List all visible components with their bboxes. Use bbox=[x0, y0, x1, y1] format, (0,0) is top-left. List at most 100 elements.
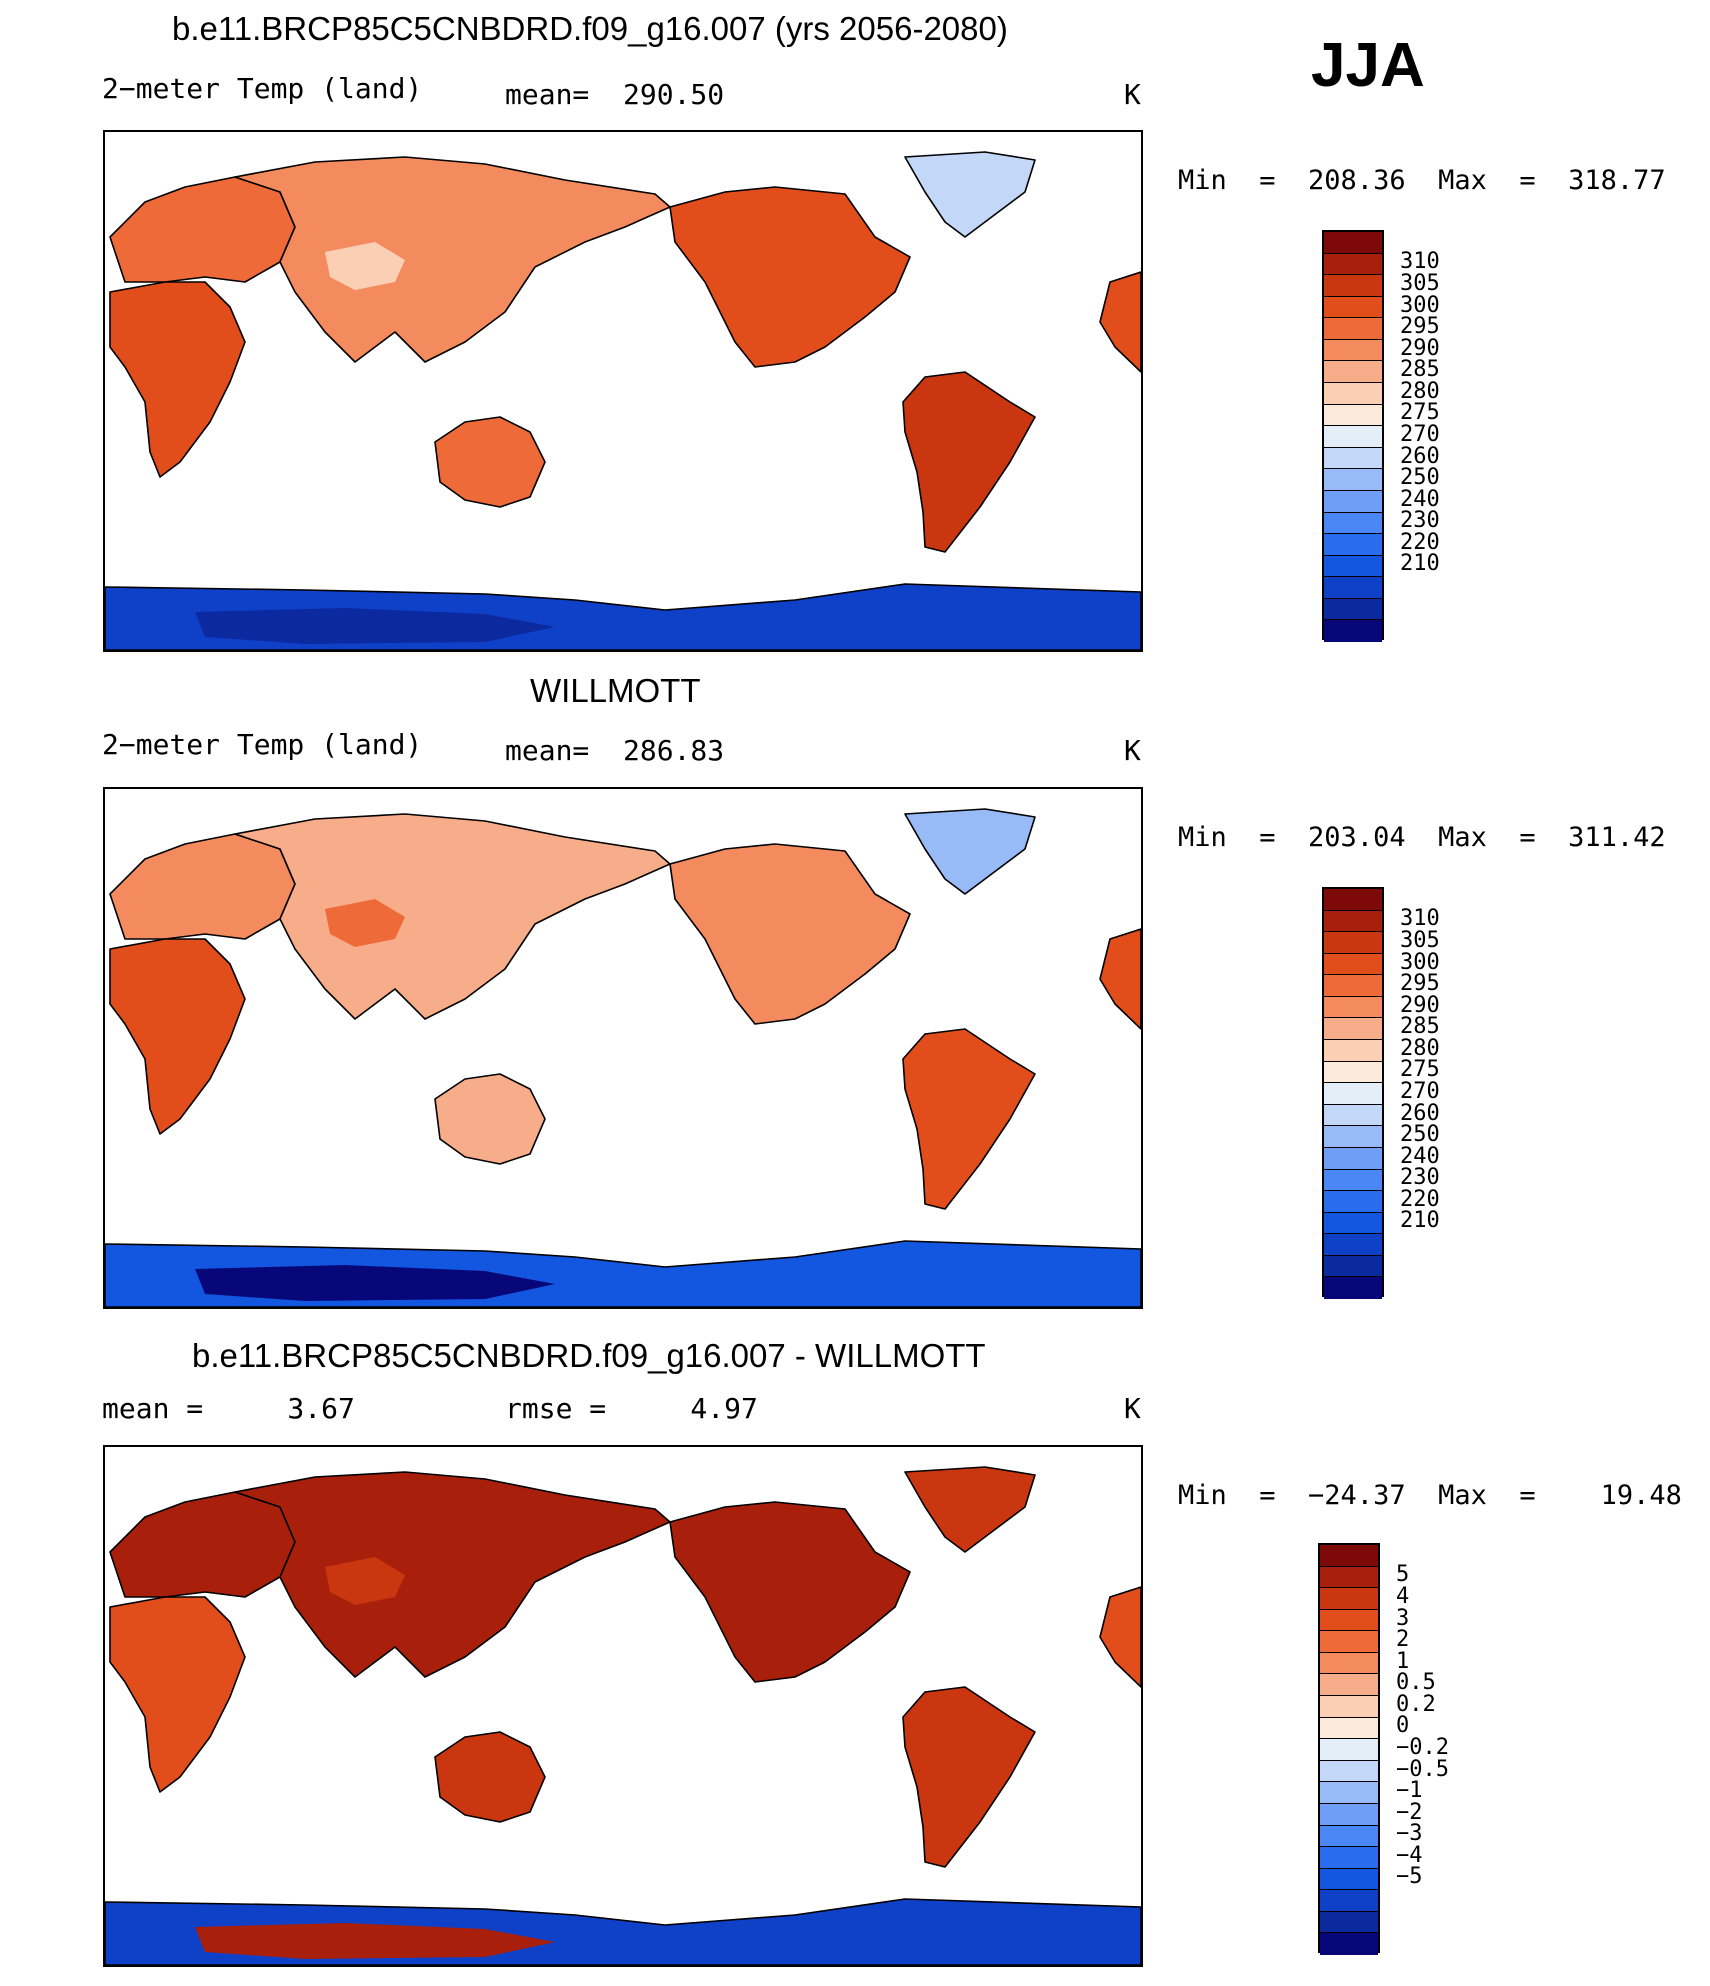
colorbar-tick-label: 240 bbox=[1400, 1143, 1440, 1169]
colorbar-tick-label: 210 bbox=[1400, 1208, 1440, 1234]
colorbar-swatch bbox=[1324, 361, 1382, 384]
panel-1-title: b.e11.BRCP85C5CNBDRD.f09_g16.007 (yrs 20… bbox=[172, 10, 1008, 47]
panel-1-mean-label: mean= 290.50 bbox=[505, 78, 725, 111]
colorbar-tick-label: 250 bbox=[1400, 1122, 1440, 1148]
colorbar-tick-label: 260 bbox=[1400, 1100, 1440, 1126]
panel-3-mean-label: mean = 3.67 bbox=[102, 1392, 355, 1425]
colorbar-tick-label: 220 bbox=[1400, 529, 1440, 555]
colorbar-swatch bbox=[1324, 534, 1382, 556]
colorbar-swatch bbox=[1320, 1825, 1378, 1848]
colorbar-swatch bbox=[1320, 1782, 1378, 1804]
colorbar-swatch bbox=[1324, 1083, 1382, 1105]
panel-2-colorbar bbox=[1322, 887, 1384, 1299]
panel-1-colorbar bbox=[1322, 230, 1384, 642]
panel-3-rmse-label: rmse = 4.97 bbox=[505, 1392, 758, 1425]
colorbar-swatch bbox=[1320, 1933, 1378, 1955]
colorbar-swatch bbox=[1324, 1018, 1382, 1041]
colorbar-swatch bbox=[1324, 932, 1382, 954]
colorbar-tick-label: 210 bbox=[1400, 551, 1440, 577]
colorbar-tick-label: 295 bbox=[1400, 971, 1440, 997]
region-greenland bbox=[904, 808, 1036, 895]
colorbar-swatch bbox=[1320, 1717, 1378, 1740]
colorbar-swatch bbox=[1324, 447, 1382, 470]
colorbar-tick-label: 310 bbox=[1400, 906, 1440, 932]
colorbar-tick-label: 270 bbox=[1400, 1079, 1440, 1104]
region-asia bbox=[234, 813, 671, 1020]
colorbar-swatch bbox=[1320, 1609, 1378, 1632]
colorbar-swatch bbox=[1324, 620, 1382, 642]
colorbar-tick-label: 230 bbox=[1400, 1165, 1440, 1191]
panel-3-units-label: K bbox=[1124, 1392, 1141, 1425]
region-antarctica-core bbox=[195, 1265, 555, 1301]
colorbar-swatch bbox=[1320, 1652, 1378, 1675]
colorbar-tick-label: −2 bbox=[1396, 1799, 1423, 1825]
panel-1-variable-label: 2−meter Temp (land) bbox=[102, 72, 423, 105]
colorbar-swatch bbox=[1324, 996, 1382, 1019]
panel-3-map bbox=[103, 1445, 1143, 1967]
region-north-america bbox=[669, 186, 911, 368]
colorbar-tick-label: 305 bbox=[1400, 927, 1440, 953]
colorbar-tick-label: 240 bbox=[1400, 486, 1440, 512]
region-africa-right bbox=[1099, 271, 1141, 373]
colorbar-tick-label: −0.2 bbox=[1396, 1735, 1449, 1760]
colorbar-swatch bbox=[1324, 469, 1382, 491]
region-antarctica-core bbox=[195, 608, 555, 644]
region-australia bbox=[434, 416, 546, 508]
colorbar-swatch bbox=[1324, 512, 1382, 535]
colorbar-tick-label: 0.2 bbox=[1396, 1691, 1436, 1717]
colorbar-swatch bbox=[1324, 975, 1382, 997]
colorbar-swatch bbox=[1320, 1588, 1378, 1610]
colorbar-tick-label: 2 bbox=[1396, 1627, 1410, 1653]
region-africa bbox=[109, 1596, 246, 1793]
panel-2-units-label: K bbox=[1124, 734, 1141, 767]
region-south-america bbox=[902, 1028, 1036, 1210]
colorbar-tick-label: 3 bbox=[1396, 1605, 1410, 1631]
colorbar-swatch bbox=[1324, 232, 1382, 254]
region-africa-right bbox=[1099, 1586, 1141, 1688]
colorbar-tick-label: −3 bbox=[1396, 1821, 1423, 1847]
colorbar-swatch bbox=[1324, 889, 1382, 911]
colorbar-swatch bbox=[1320, 1847, 1378, 1869]
colorbar-tick-label: 280 bbox=[1400, 1035, 1440, 1061]
colorbar-tick-label: 300 bbox=[1400, 292, 1440, 318]
colorbar-tick-label: 305 bbox=[1400, 270, 1440, 296]
panel-3-colorbar bbox=[1318, 1543, 1380, 1955]
season-label: JJA bbox=[1311, 31, 1425, 100]
panel-2-colorbar-labels: 310 305 300 295 290 285 280 275 270 260 250 240 230 2… bbox=[1400, 887, 1520, 1297]
colorbar-tick-label: 260 bbox=[1400, 443, 1440, 469]
region-tibet bbox=[325, 1557, 405, 1605]
colorbar-swatch bbox=[1324, 296, 1382, 319]
colorbar-tick-label: 295 bbox=[1400, 314, 1440, 340]
region-antarctica-core bbox=[195, 1923, 555, 1959]
colorbar-swatch bbox=[1324, 1147, 1382, 1170]
colorbar-tick-label: −5 bbox=[1396, 1864, 1423, 1890]
colorbar-tick-label: 4 bbox=[1396, 1583, 1410, 1609]
colorbar-tick-label: 285 bbox=[1400, 1014, 1440, 1040]
colorbar-tick-label: 285 bbox=[1400, 357, 1440, 383]
colorbar-tick-label: −4 bbox=[1396, 1842, 1423, 1868]
colorbar-tick-label: 275 bbox=[1400, 1057, 1440, 1083]
panel-3-colorbar-labels: 5 4 3 2 1 0.5 0.2 0 −0.2 −0.5 −1 −2 −3 −4 −5 bbox=[1396, 1543, 1516, 1953]
region-tibet bbox=[325, 242, 405, 290]
colorbar-tick-label: −0.5 bbox=[1396, 1756, 1449, 1782]
region-asia bbox=[234, 156, 671, 363]
colorbar-swatch bbox=[1324, 383, 1382, 405]
panel-2-variable-label: 2−meter Temp (land) bbox=[102, 728, 423, 761]
panel-3-map-svg bbox=[105, 1447, 1141, 1965]
colorbar-tick-label: 310 bbox=[1400, 249, 1440, 275]
colorbar-swatch bbox=[1324, 555, 1382, 578]
colorbar-tick-label: 250 bbox=[1400, 465, 1440, 491]
colorbar-tick-label: 220 bbox=[1400, 1186, 1440, 1212]
colorbar-tick-label: 230 bbox=[1400, 508, 1440, 534]
panel-1-units-label: K bbox=[1124, 78, 1141, 111]
colorbar-swatch bbox=[1324, 426, 1382, 448]
panel-3-title: b.e11.BRCP85C5CNBDRD.f09_g16.007 - WILLM… bbox=[192, 1337, 986, 1374]
colorbar-tick-label: 290 bbox=[1400, 335, 1440, 361]
panel-2-mean-label: mean= 286.83 bbox=[505, 734, 725, 767]
colorbar-swatch bbox=[1324, 1169, 1382, 1192]
colorbar-swatch bbox=[1320, 1760, 1378, 1783]
colorbar-swatch bbox=[1324, 1234, 1382, 1256]
colorbar-swatch bbox=[1320, 1868, 1378, 1891]
colorbar-tick-label: 270 bbox=[1400, 422, 1440, 447]
region-south-america bbox=[902, 1686, 1036, 1868]
